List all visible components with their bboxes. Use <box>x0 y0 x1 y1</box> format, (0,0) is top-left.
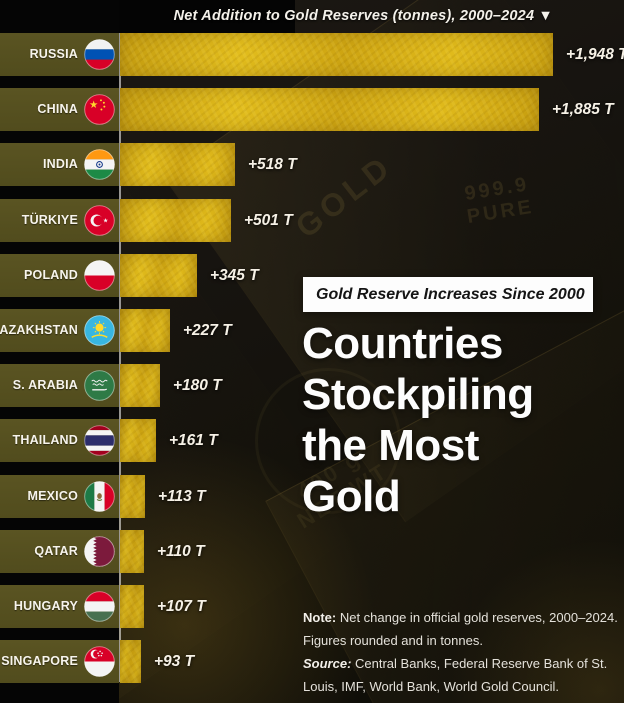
gold-bar <box>120 33 553 76</box>
bar-value-label: +501 T <box>244 211 293 229</box>
country-label: INDIA <box>42 157 78 172</box>
country-label: RUSSIA <box>29 47 78 61</box>
bar-row-hungary: HUNGARY +107 T <box>0 585 624 628</box>
country-label: THAILAND <box>12 433 78 448</box>
country-label: TÜRKIYE <box>21 212 78 227</box>
singapore-flag-icon <box>84 646 115 677</box>
gold-bar <box>120 143 235 187</box>
bar-row-thailand: THAILAND +161 T <box>0 419 624 463</box>
page-title: Countries Stockpiling the Most Gold <box>302 318 534 522</box>
kicker-badge: Gold Reserve Increases Since 2000 <box>303 277 593 312</box>
footnote-note-line2: Figures rounded and in tonnes. <box>303 629 621 652</box>
page-title-line: Gold <box>302 472 401 521</box>
note-text: Net change in official gold reserves, 20… <box>336 610 618 625</box>
bar-row-mexico: MEXICO +113 T <box>0 474 624 518</box>
footnote-note-line1: Note: Net change in official gold reserv… <box>303 606 621 629</box>
country-label: CHINA <box>37 102 78 117</box>
bar-row-kazakhstan: KAZAKHSTAN +227 T <box>0 309 624 352</box>
gold-bar <box>120 640 141 684</box>
bar-row-saudi-arabia: S. ARABIA +180 T <box>0 364 624 408</box>
gold-bar <box>120 198 231 242</box>
label-band: SINGAPORE <box>0 640 119 684</box>
footnote-source-line2: Louis, IMF, World Bank, World Gold Counc… <box>303 675 621 698</box>
kazakhstan-flag-icon <box>84 315 115 346</box>
bar-value-label: +1,948 T <box>566 46 624 63</box>
russia-flag-icon <box>84 39 115 70</box>
bar-row-china: CHINA +1,885 T <box>0 88 624 132</box>
gold-bar <box>120 585 144 628</box>
source-text: Central Banks, Federal Reserve Bank of S… <box>351 656 608 671</box>
bar-value-label: +180 T <box>173 377 222 395</box>
bar-row-turkiye: TÜRKIYE +501 T <box>0 198 624 242</box>
bar-value-label: +110 T <box>157 542 205 560</box>
label-band: TÜRKIYE <box>0 198 119 242</box>
label-band: HUNGARY <box>0 585 119 628</box>
bar-value-label: +227 T <box>183 322 232 339</box>
saudi-arabia-flag-icon <box>84 370 115 401</box>
bar-value-label: +1,885 T <box>552 101 614 119</box>
country-label: QATAR <box>34 543 78 558</box>
label-band: INDIA <box>0 143 119 187</box>
bar-row-russia: RUSSIA +1,948 T <box>0 33 624 76</box>
gold-bar <box>120 529 144 573</box>
poland-flag-icon <box>84 259 115 291</box>
source-label: Source: <box>303 656 352 671</box>
china-flag-icon <box>84 94 115 125</box>
page-title-line: Stockpiling <box>302 370 534 419</box>
goldbar-emboss-circle <box>255 368 401 514</box>
chart-baseline <box>118 33 121 682</box>
country-label: S. ARABIA <box>12 378 78 393</box>
turkiye-flag-icon <box>84 204 115 236</box>
thailand-flag-icon <box>84 425 115 457</box>
label-band: RUSSIA <box>0 33 119 76</box>
qatar-flag-icon <box>84 535 115 567</box>
note-label: Note: <box>303 610 337 625</box>
bar-value-label: +345 T <box>210 266 259 284</box>
india-flag-icon <box>84 149 115 181</box>
gold-bar <box>120 474 145 518</box>
bar-row-singapore: SINGAPORE +93 T <box>0 640 624 684</box>
country-label: SINGAPORE <box>1 654 78 669</box>
bar-row-qatar: QATAR +110 T <box>0 529 624 573</box>
footnote-source-line1: Source: Central Banks, Federal Reserve B… <box>303 652 621 675</box>
label-band: THAILAND <box>0 419 119 463</box>
chart-title: Net Addition to Gold Reserves (tonnes), … <box>173 8 553 24</box>
gold-bar <box>120 88 539 132</box>
label-band: QATAR <box>0 529 119 573</box>
gold-bar <box>120 419 156 463</box>
gold-bar <box>120 309 170 352</box>
country-label: MEXICO <box>27 488 78 503</box>
country-label: POLAND <box>24 267 78 282</box>
country-label: KAZAKHSTAN <box>0 323 78 337</box>
bar-value-label: +518 T <box>248 156 297 174</box>
gold-bar <box>120 253 197 297</box>
label-band: S. ARABIA <box>0 364 119 408</box>
note-text: Figures rounded and in tonnes. <box>303 633 483 648</box>
bar-row-india: INDIA +518 T <box>0 143 624 187</box>
mexico-flag-icon <box>84 480 115 512</box>
bar-value-label: +113 T <box>158 487 206 505</box>
label-band: MEXICO <box>0 474 119 518</box>
bar-value-label: +161 T <box>169 432 218 450</box>
label-band: KAZAKHSTAN <box>0 309 119 352</box>
hungary-flag-icon <box>84 591 115 622</box>
page-title-line: Countries <box>302 319 503 368</box>
bar-value-label: +107 T <box>157 598 206 615</box>
country-label: HUNGARY <box>13 599 78 613</box>
bar-row-poland: POLAND +345 T <box>0 253 624 297</box>
label-band: CHINA <box>0 88 119 132</box>
page-title-line: the Most <box>302 421 479 470</box>
gold-bar <box>120 364 160 408</box>
label-band: POLAND <box>0 253 119 297</box>
source-text: Louis, IMF, World Bank, World Gold Counc… <box>303 679 560 694</box>
footnote: Note: Net change in official gold reserv… <box>303 606 621 698</box>
bar-value-label: +93 T <box>154 653 195 671</box>
